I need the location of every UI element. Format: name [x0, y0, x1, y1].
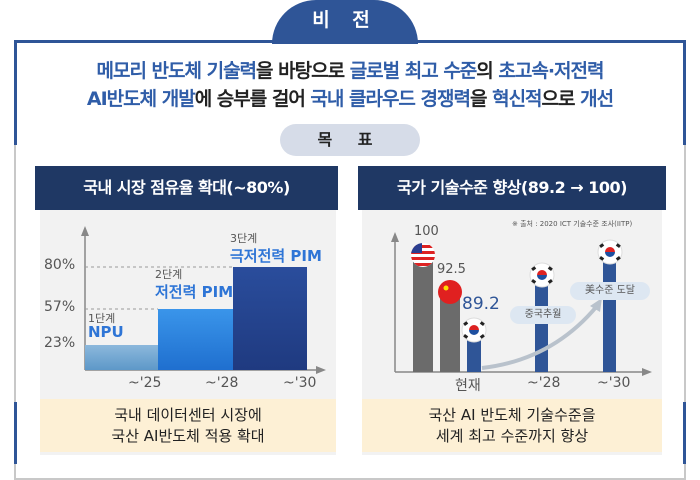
right-summary-line2: 세계 최고 수준까지 향상 [435, 427, 589, 445]
bar-korea-30 [603, 250, 616, 372]
left-summary-line2: 국산 AI반도체 적용 확대 [111, 427, 265, 445]
frame-accent [683, 40, 686, 145]
product-label: 극저전력 PIM [230, 247, 322, 265]
y-axis-arrow [391, 232, 399, 242]
us-value-label: 100 [414, 224, 439, 239]
vision-segment: AI반도체 개발 [86, 88, 196, 110]
frame-accent [14, 40, 17, 145]
stage-label: 1단계 [88, 312, 116, 325]
vision-segment: 을 [469, 88, 493, 110]
frame-accent [14, 402, 17, 464]
product-label: 저전력 PIM [155, 283, 234, 301]
stage-label: 3단계 [230, 232, 258, 245]
vision-line-1: 메모리 반도체 기술력을 바탕으로 글로벌 최고 수준의 초고속·저전력 [0, 56, 700, 83]
vision-segment: 의 [476, 60, 499, 82]
korea-flag-icon [597, 239, 623, 265]
bar-stage-3 [233, 267, 307, 370]
vision-segment: 국내 클라우드 경쟁력 [310, 88, 471, 110]
vision-segment: 혁신적 [492, 88, 542, 110]
product-label: NPU [88, 323, 124, 341]
bar-us [413, 255, 433, 372]
goal-label: 목 표 [280, 124, 420, 156]
frame-accent [683, 402, 686, 464]
pill-china-surpass: 중국추월 [510, 306, 576, 324]
korea-flag-icon [461, 317, 487, 343]
stage-label: 2단계 [155, 268, 183, 281]
growth-arrow [481, 304, 599, 370]
us-flag-icon [411, 243, 435, 267]
growth-arrowhead [590, 298, 602, 312]
vision-segment: 으로 [541, 88, 581, 110]
y-label: 57% [44, 299, 76, 315]
vision-tab: 비 전 [272, 0, 418, 44]
x-axis-arrow [642, 368, 652, 376]
x-label: ~'25 [128, 375, 162, 391]
bar-stage-1 [85, 345, 158, 370]
y-label: 23% [44, 335, 76, 351]
vision-segment: 메모리 반도체 기술력 [96, 60, 257, 82]
left-summary-box: 국내 데이터센터 시장에 국산 AI반도체 적용 확대 [40, 399, 336, 452]
x-label: ~'30 [283, 375, 317, 391]
right-panel-title: 국가 기술수준 향상(89.2 → 100) [358, 166, 666, 210]
bar-china [440, 290, 460, 372]
x-label-now: 현재 [455, 378, 481, 394]
left-panel-title: 국내 시장 점유율 확대(~80%) [35, 166, 338, 210]
korea-flag-icon [529, 262, 555, 288]
right-summary-line1: 국산 AI 반도체 기술수준을 [428, 406, 596, 424]
korea-value-label: 89.2 [462, 294, 500, 314]
source-note: ※ 출처 : 2020 ICT 기술수준 조사(IITP) [512, 220, 633, 228]
y-axis-arrow [81, 226, 89, 236]
pill-us-level: 美수준 도달 [570, 282, 650, 300]
vision-segment: 초고속·저전력 [498, 60, 604, 82]
vision-segment: 개선 [580, 88, 614, 110]
x-label-30: ~'30 [597, 375, 631, 391]
y-label: 80% [44, 257, 76, 273]
china-flag-icon [438, 280, 462, 304]
vision-segment: 글로벌 최고 수준 [349, 60, 478, 82]
vision-segment: 에 승부를 걸어 [194, 88, 311, 110]
x-label: ~'28 [205, 375, 239, 391]
right-summary-box: 국산 AI 반도체 기술수준을 세계 최고 수준까지 향상 [362, 399, 662, 452]
bar-stage-2 [158, 309, 233, 370]
tech-level-chart [391, 232, 652, 376]
x-label-28: ~'28 [527, 375, 561, 391]
vision-line-2: AI반도체 개발에 승부를 걸어 국내 클라우드 경쟁력을 혁신적으로 개선 [0, 84, 700, 111]
vision-segment: 을 바탕으로 [256, 60, 350, 82]
x-axis-arrow [316, 366, 326, 374]
market-share-chart [81, 226, 326, 374]
china-value-label: 92.5 [437, 262, 466, 277]
left-summary-line1: 국내 데이터센터 시장에 [114, 406, 262, 424]
